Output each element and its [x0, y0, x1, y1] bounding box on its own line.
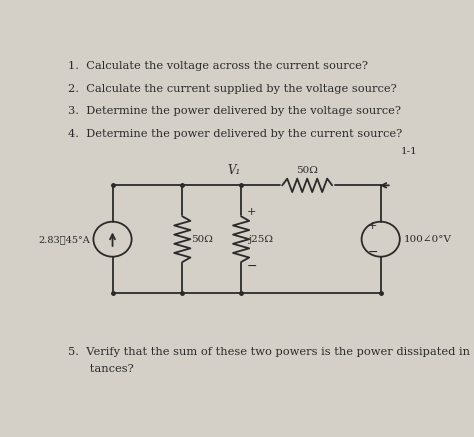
Text: −: −	[367, 246, 378, 258]
Text: 50Ω: 50Ω	[296, 166, 318, 175]
Text: V₁: V₁	[228, 164, 241, 177]
Text: 1.  Calculate the voltage across the current source?: 1. Calculate the voltage across the curr…	[68, 61, 368, 71]
Text: +: +	[247, 207, 256, 217]
Text: 100∠0°V: 100∠0°V	[403, 235, 451, 244]
Text: 3.  Determine the power delivered by the voltage source?: 3. Determine the power delivered by the …	[68, 106, 401, 116]
Text: 5.  Verify that the sum of these two powers is the power dissipated in the two r: 5. Verify that the sum of these two powe…	[68, 347, 474, 357]
Text: 4.  Determine the power delivered by the current source?: 4. Determine the power delivered by the …	[68, 129, 403, 139]
Text: +: +	[368, 222, 377, 232]
Text: 1-1: 1-1	[401, 147, 418, 156]
Text: 2.83≅45°A: 2.83≅45°A	[38, 235, 90, 244]
Text: 50Ω: 50Ω	[191, 235, 213, 244]
Text: 2.  Calculate the current supplied by the voltage source?: 2. Calculate the current supplied by the…	[68, 84, 397, 94]
Text: tances?: tances?	[68, 364, 134, 374]
Text: −: −	[247, 260, 257, 273]
Text: j25Ω: j25Ω	[248, 235, 273, 244]
